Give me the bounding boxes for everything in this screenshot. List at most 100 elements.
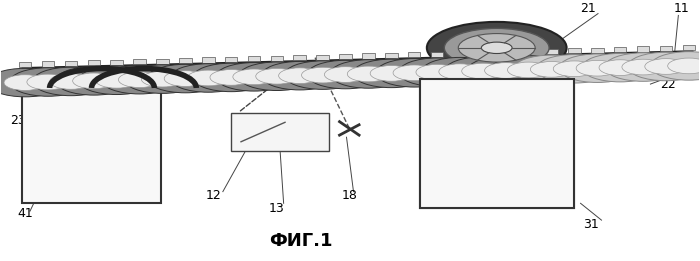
Bar <box>64 61 77 66</box>
Circle shape <box>55 67 132 95</box>
Circle shape <box>347 66 390 82</box>
Circle shape <box>330 60 407 88</box>
Circle shape <box>582 54 659 82</box>
Circle shape <box>187 70 230 86</box>
Circle shape <box>536 55 612 83</box>
Bar <box>340 54 352 59</box>
Circle shape <box>0 68 64 97</box>
Bar <box>293 55 306 60</box>
Circle shape <box>32 67 109 96</box>
Circle shape <box>421 57 498 86</box>
Bar <box>156 58 169 64</box>
Text: 31: 31 <box>583 217 599 230</box>
Bar <box>202 57 214 63</box>
Text: 11: 11 <box>674 2 690 15</box>
Bar <box>522 49 535 55</box>
Bar <box>682 45 695 50</box>
Circle shape <box>468 56 544 85</box>
Circle shape <box>118 72 161 87</box>
Circle shape <box>256 68 298 84</box>
Bar <box>420 79 573 209</box>
Circle shape <box>399 58 475 86</box>
Circle shape <box>376 58 453 87</box>
Bar <box>385 53 398 58</box>
Circle shape <box>4 75 46 90</box>
Circle shape <box>370 66 412 81</box>
Circle shape <box>668 58 700 74</box>
Circle shape <box>531 62 573 77</box>
Circle shape <box>427 22 566 74</box>
Circle shape <box>482 42 512 54</box>
Circle shape <box>216 63 293 91</box>
Circle shape <box>416 64 458 80</box>
Bar <box>88 60 100 66</box>
Circle shape <box>141 71 183 87</box>
Circle shape <box>353 59 430 88</box>
Circle shape <box>645 59 687 74</box>
Text: ФИГ.1: ФИГ.1 <box>270 232 332 250</box>
Bar <box>19 62 32 67</box>
Bar <box>659 46 672 51</box>
Circle shape <box>302 67 344 83</box>
Bar <box>316 55 329 60</box>
Bar <box>248 56 260 61</box>
Circle shape <box>439 64 481 80</box>
Circle shape <box>393 65 435 81</box>
Circle shape <box>78 66 155 94</box>
Bar <box>545 49 558 54</box>
Text: 13: 13 <box>269 202 284 215</box>
Bar <box>231 112 329 151</box>
Bar <box>430 52 443 57</box>
Circle shape <box>279 68 321 84</box>
Circle shape <box>622 59 664 75</box>
Circle shape <box>50 74 92 89</box>
Text: 22: 22 <box>660 78 675 91</box>
Circle shape <box>508 62 550 78</box>
Circle shape <box>444 57 522 85</box>
Circle shape <box>324 67 367 82</box>
Circle shape <box>239 62 315 91</box>
Text: 12: 12 <box>206 189 222 202</box>
Circle shape <box>27 74 69 90</box>
Bar <box>454 51 466 56</box>
Bar <box>614 47 626 52</box>
Circle shape <box>210 70 252 85</box>
Bar <box>591 48 603 53</box>
Bar <box>22 84 162 203</box>
Circle shape <box>462 63 504 79</box>
Circle shape <box>458 34 535 62</box>
Bar <box>477 50 489 56</box>
Circle shape <box>73 73 115 89</box>
Circle shape <box>576 60 618 76</box>
Circle shape <box>10 68 87 96</box>
Bar <box>42 61 55 67</box>
Bar <box>637 46 650 52</box>
Circle shape <box>627 52 700 81</box>
Circle shape <box>233 69 275 85</box>
Circle shape <box>559 54 636 82</box>
Circle shape <box>170 64 246 92</box>
Circle shape <box>605 53 682 81</box>
Circle shape <box>164 71 206 86</box>
Circle shape <box>147 64 224 93</box>
Text: 41: 41 <box>18 207 33 220</box>
Bar <box>500 50 512 55</box>
Circle shape <box>599 60 641 75</box>
Circle shape <box>650 52 700 80</box>
Text: 21: 21 <box>580 2 596 15</box>
Circle shape <box>96 73 138 88</box>
Circle shape <box>193 63 270 92</box>
Circle shape <box>101 66 178 94</box>
Circle shape <box>284 61 361 89</box>
Circle shape <box>490 56 567 84</box>
Bar <box>420 79 573 209</box>
Bar <box>568 48 581 53</box>
Circle shape <box>307 60 384 89</box>
Circle shape <box>124 65 201 93</box>
Bar <box>271 56 284 61</box>
Bar <box>111 60 123 65</box>
Text: 23: 23 <box>10 114 26 127</box>
Circle shape <box>553 61 596 77</box>
Bar <box>225 57 237 62</box>
Bar <box>408 52 421 57</box>
